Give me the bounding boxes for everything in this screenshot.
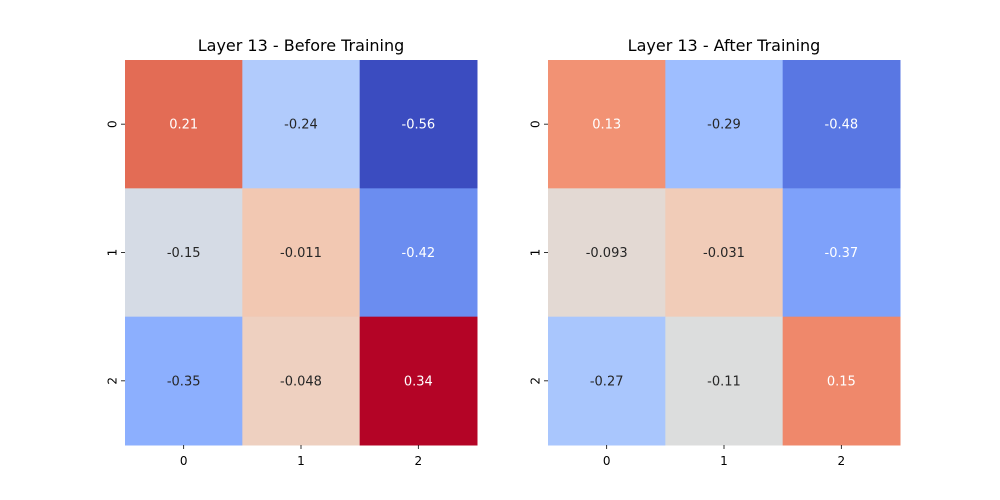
cell-value-label-r0-c1: -0.29	[707, 118, 741, 133]
heatmap-cell-r2-c1	[242, 316, 361, 446]
heatmap-cell-r2-c1	[665, 316, 784, 446]
heatmap-cell-r1-c1	[665, 188, 784, 318]
y-tick-label: 0	[106, 120, 120, 128]
cell-value-label-r1-c2: -0.37	[825, 246, 859, 261]
heatmap-cell-r1-c2	[782, 188, 901, 318]
heatmap-cell-r1-c0	[125, 188, 243, 318]
x-tick-label: 0	[180, 454, 188, 468]
heatmap-cell-r0-c0	[548, 60, 666, 189]
heatmap-cell-r0-c2	[782, 60, 901, 189]
cell-value-label-r1-c0: -0.093	[586, 246, 628, 261]
heatmap-cell-r2-c0	[548, 316, 666, 446]
cell-value-label-r0-c2: -0.56	[402, 118, 436, 133]
y-tick-label: 1	[529, 249, 543, 257]
y-tick-label: 1	[106, 249, 120, 257]
cell-value-label-r2-c0: -0.35	[167, 374, 201, 389]
heatmap-before-training: Layer 13 - Before Training 0.21 -0.24 -0.56…	[106, 36, 478, 468]
heatmap-after-training: Layer 13 - After Training 0.13 -0.29 -0.48 -…	[529, 36, 901, 468]
x-tick-label: 2	[415, 454, 423, 468]
cell-value-label-r2-c2: 0.15	[827, 374, 856, 389]
cell-value-label-r0-c0: 0.21	[169, 118, 198, 133]
heatmap-cell-r1-c2	[359, 188, 478, 318]
x-tick-label: 1	[720, 454, 728, 468]
heatmap-cell-r0-c2	[359, 60, 478, 189]
heatmap-cell-r0-c1	[665, 60, 784, 189]
cell-value-label-r2-c1: -0.048	[280, 374, 322, 389]
heatmap-cell-r2-c2	[359, 316, 478, 446]
y-tick-label: 2	[106, 377, 120, 385]
chart-title: Layer 13 - Before Training	[198, 36, 405, 55]
cell-value-label-r2-c1: -0.11	[707, 374, 741, 389]
heatmap-cell-r1-c0	[548, 188, 666, 318]
cell-value-label-r0-c0: 0.13	[592, 118, 621, 133]
x-tick-label: 2	[838, 454, 846, 468]
cell-value-label-r2-c2: 0.34	[404, 374, 433, 389]
cell-value-label-r2-c0: -0.27	[590, 374, 624, 389]
x-tick-label: 1	[297, 454, 305, 468]
y-tick-label: 2	[529, 377, 543, 385]
cell-value-label-r1-c1: -0.011	[280, 246, 322, 261]
heatmap-cell-r2-c2	[782, 316, 901, 446]
cell-value-label-r0-c1: -0.24	[284, 118, 318, 133]
heatmap-cell-r1-c1	[242, 188, 361, 318]
cell-value-label-r0-c2: -0.48	[825, 118, 859, 133]
heatmap-cell-r2-c0	[125, 316, 243, 446]
cell-value-label-r1-c2: -0.42	[402, 246, 436, 261]
x-tick-label: 0	[603, 454, 611, 468]
cell-value-label-r1-c1: -0.031	[703, 246, 745, 261]
chart-title: Layer 13 - After Training	[628, 36, 821, 55]
heatmap-cell-r0-c1	[242, 60, 361, 189]
cell-value-label-r1-c0: -0.15	[167, 246, 201, 261]
y-tick-label: 0	[529, 120, 543, 128]
heatmap-cell-r0-c0	[125, 60, 243, 189]
